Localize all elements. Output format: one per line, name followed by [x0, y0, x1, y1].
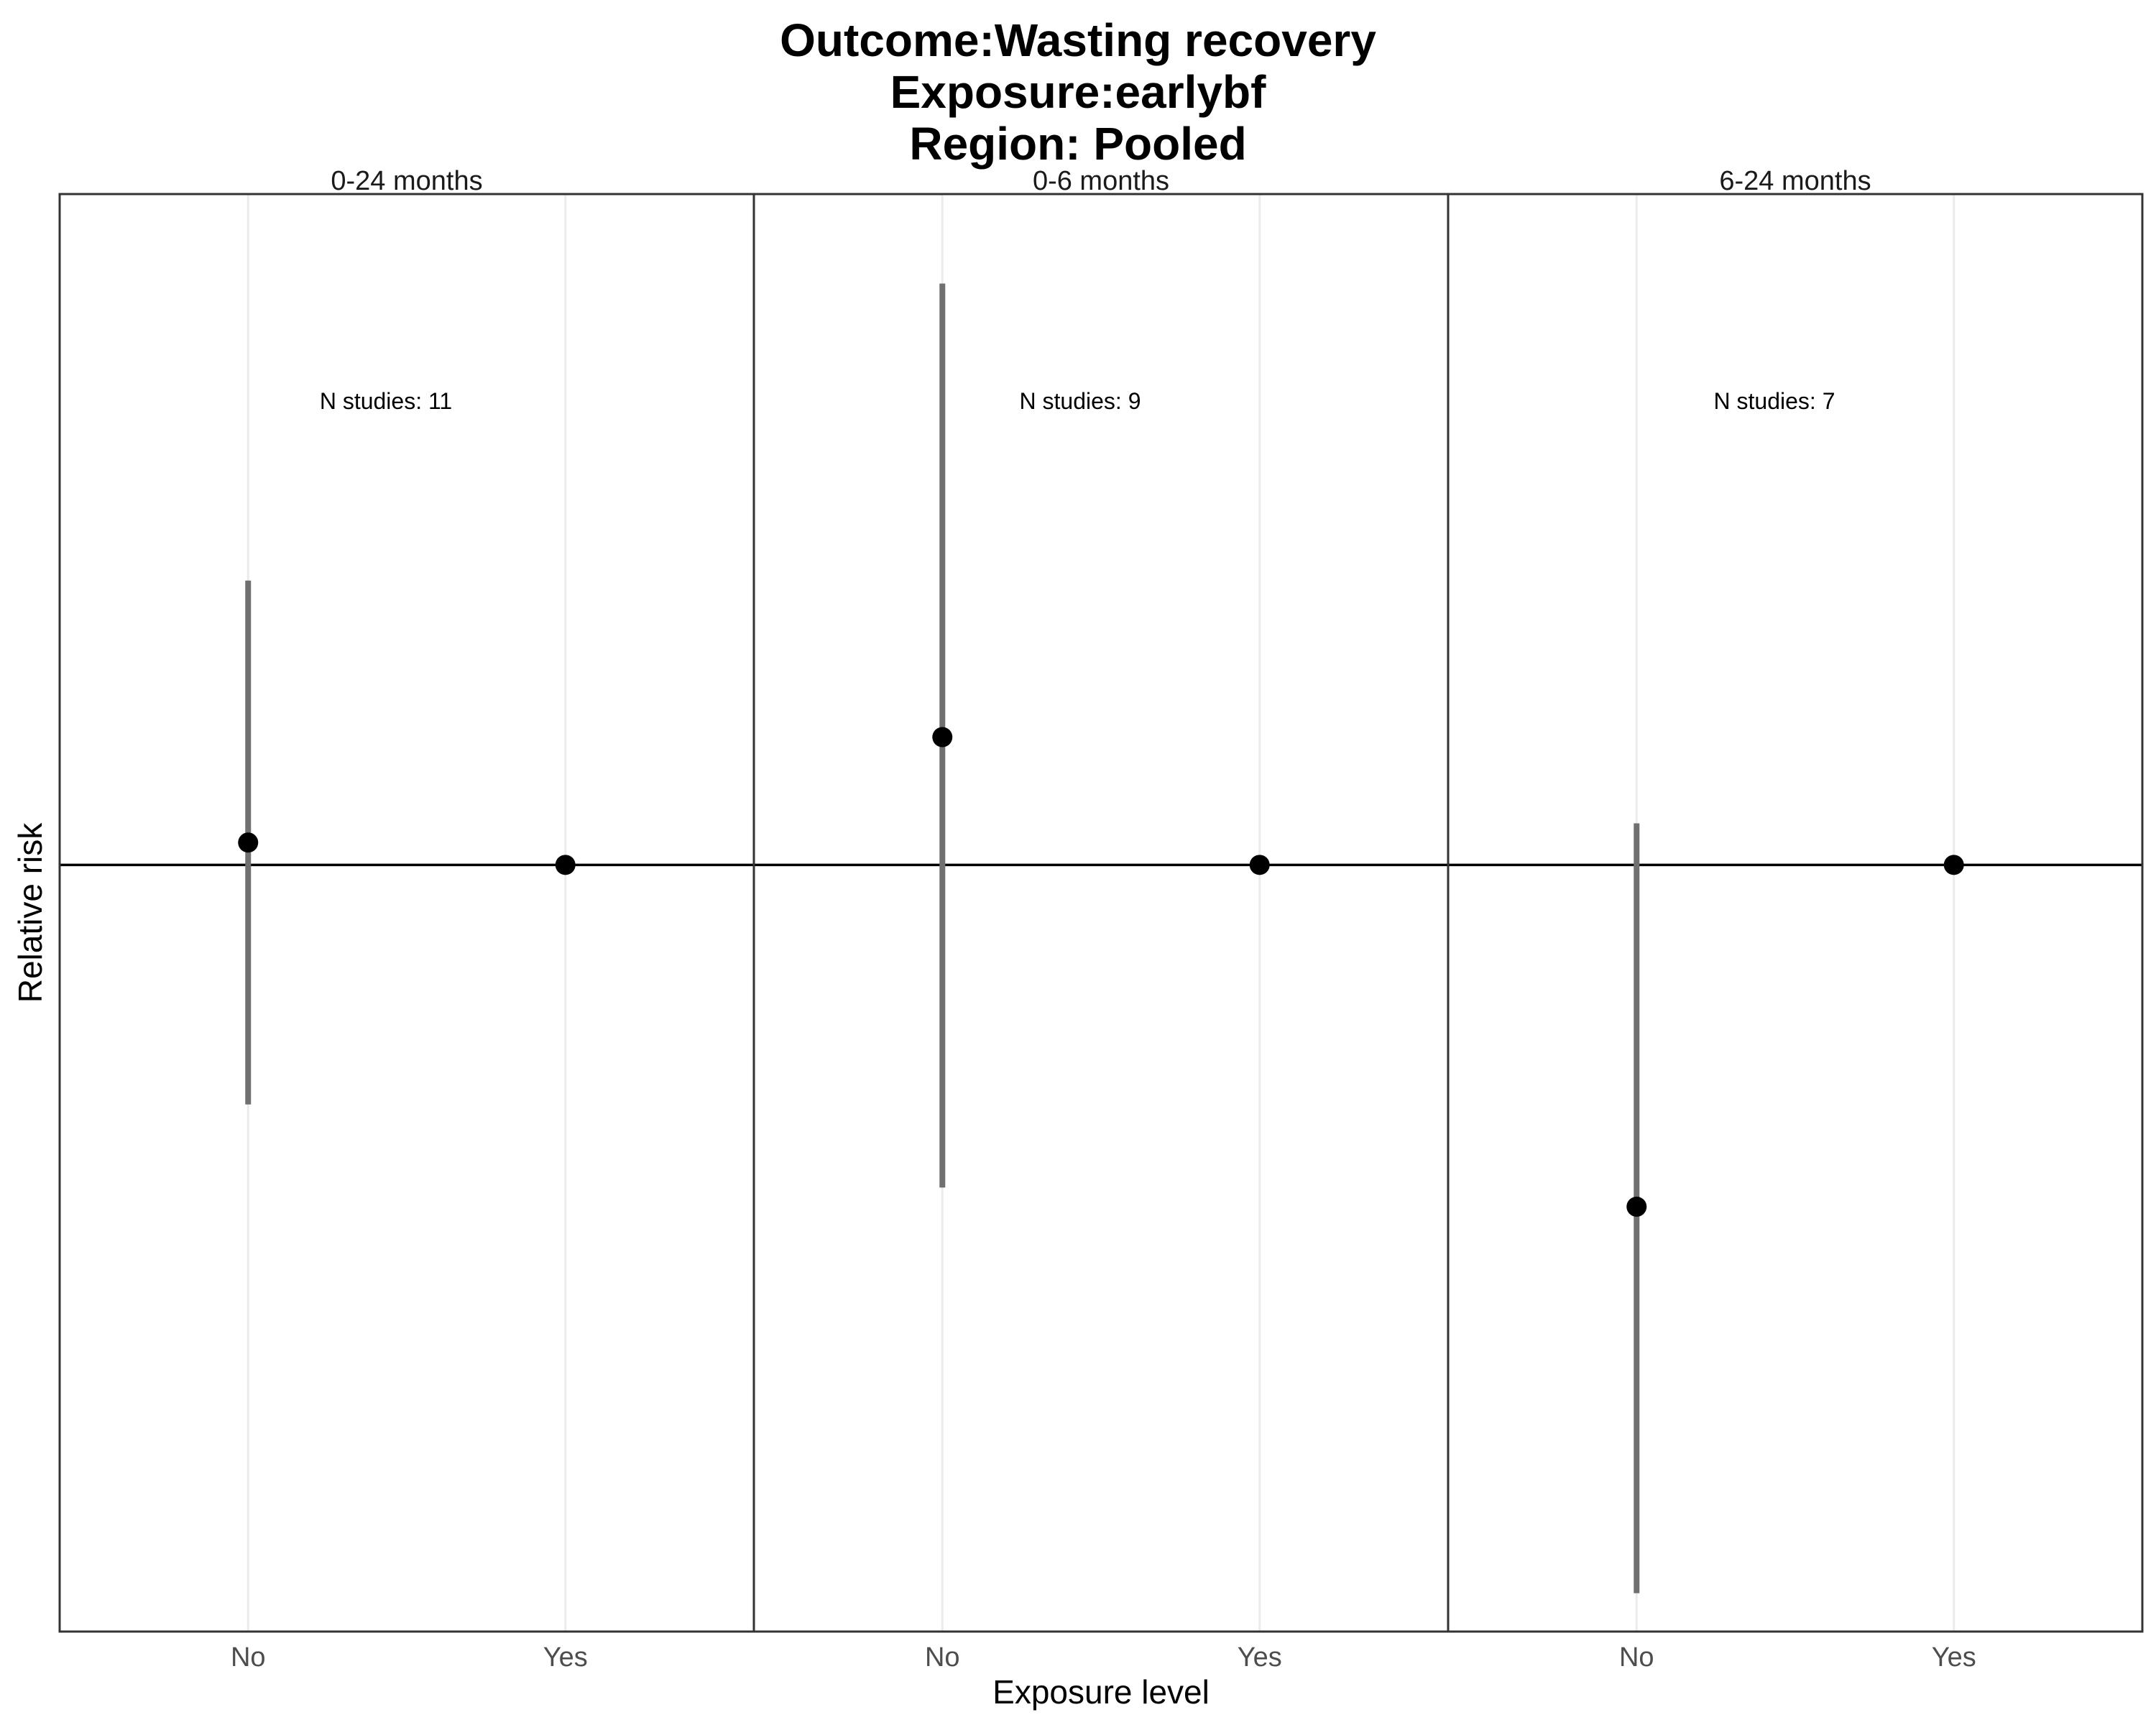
x-tick-label-2-yes: Yes: [1238, 1642, 1282, 1673]
facet-label-1: 0-24 months: [331, 166, 482, 196]
panel-border-3: [1447, 193, 2144, 1633]
data-point-3-no: [1626, 1196, 1647, 1217]
data-point-1-yes: [555, 855, 576, 875]
x-tick-label-3-yes: Yes: [1932, 1642, 1976, 1673]
n-studies-label-1: N studies: 11: [320, 388, 452, 414]
x-tick-label-1-yes: Yes: [543, 1642, 588, 1673]
chart-title-line-2: Exposure:earlybf: [890, 66, 1266, 118]
x-axis-title: Exposure level: [992, 1673, 1210, 1711]
facet-label-3: 6-24 months: [1719, 166, 1871, 196]
y-axis-title: Relative risk: [11, 822, 49, 1003]
chart-title-line-1: Outcome:Wasting recovery: [780, 14, 1376, 66]
n-studies-label-3: N studies: 7: [1714, 388, 1835, 414]
data-point-3-yes: [1943, 855, 1964, 875]
facet-label-2: 0-6 months: [1033, 166, 1169, 196]
data-point-1-no: [238, 832, 259, 853]
data-point-2-yes: [1249, 855, 1270, 875]
chart-title-line-3: Region: Pooled: [909, 118, 1247, 170]
x-tick-label-2-no: No: [925, 1642, 960, 1673]
data-point-2-no: [932, 727, 953, 748]
n-studies-label-2: N studies: 9: [1020, 388, 1141, 414]
x-tick-label-1-no: No: [231, 1642, 266, 1673]
x-tick-label-3-no: No: [1619, 1642, 1654, 1673]
